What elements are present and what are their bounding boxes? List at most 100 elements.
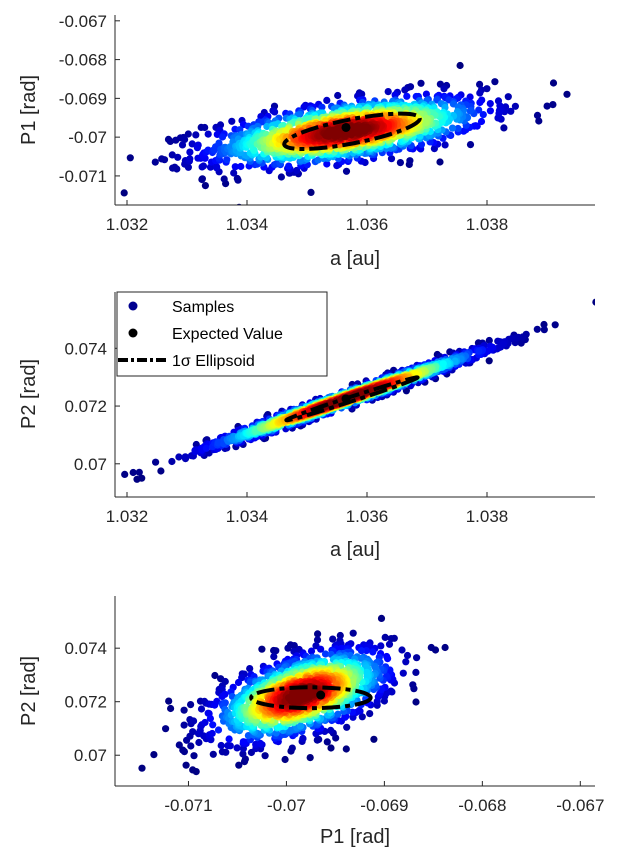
y-tick-label: 0.072 — [64, 693, 107, 712]
sample-point — [441, 141, 449, 149]
sample-point — [385, 640, 394, 648]
sample-point — [190, 717, 198, 725]
sample-point — [297, 722, 305, 730]
sample-point — [439, 360, 447, 368]
sample-point — [285, 162, 293, 170]
panel1-ellipse-layer — [282, 111, 422, 152]
sample-point — [135, 468, 143, 476]
sample-point — [315, 735, 323, 744]
y-tick-label: -0.071 — [59, 167, 107, 186]
sample-point — [190, 752, 198, 760]
sample-point — [507, 107, 515, 115]
sample-point — [381, 633, 389, 642]
sample-point — [476, 80, 484, 88]
sample-point — [383, 689, 391, 697]
sample-point — [499, 340, 507, 348]
sample-point — [138, 764, 146, 772]
x-tick-label: 1.034 — [226, 507, 269, 526]
y-tick-label: -0.069 — [59, 89, 107, 108]
sample-point — [261, 752, 269, 760]
sample-point — [436, 158, 444, 166]
sample-point — [187, 701, 195, 709]
sample-point — [200, 732, 208, 740]
sample-point — [192, 440, 200, 449]
sample-point — [299, 734, 307, 743]
sample-point — [483, 85, 491, 93]
sample-point — [246, 678, 254, 687]
scatter-panel-p1-vs-p2: -0.071 -0.07 -0.069 -0.068 -0.067 0.074 0.072 0… — [18, 596, 604, 848]
scatter-panel-a-vs-p2: 1.032 1.034 1.036 1.038 0.074 0.072 0.07 a [au… — [18, 291, 595, 561]
panel3-ellipse-layer — [249, 685, 373, 711]
sample-point — [199, 162, 208, 170]
legend-ellipsoid-label: 1σ Ellipsoid — [172, 353, 255, 370]
y-tick-label: 0.07 — [74, 455, 107, 474]
sample-point — [334, 710, 342, 718]
panel2-ellipse-layer — [284, 375, 420, 423]
sample-point — [535, 117, 543, 125]
sample-point — [387, 635, 395, 643]
sample-point — [403, 651, 412, 660]
sample-point — [220, 175, 228, 183]
sample-point — [181, 453, 189, 461]
x-tick-label: -0.067 — [556, 796, 604, 815]
sample-point — [485, 357, 493, 365]
panel1-samples — [64, 61, 571, 205]
sample-point — [427, 643, 435, 652]
sample-point — [233, 744, 241, 752]
sample-point — [540, 326, 548, 334]
sample-point — [413, 654, 421, 662]
sample-point — [213, 163, 221, 171]
sigma-ellipse — [249, 685, 373, 711]
sample-point — [239, 738, 247, 746]
sample-point — [327, 726, 335, 735]
sample-point — [343, 723, 351, 731]
sample-point — [209, 750, 217, 758]
sample-point — [479, 111, 487, 119]
sample-point — [180, 706, 188, 714]
sample-point — [214, 726, 223, 734]
sample-point — [563, 90, 571, 98]
sample-point — [175, 453, 183, 461]
sample-point — [121, 470, 129, 478]
sample-point — [189, 728, 197, 736]
y-tick-label: -0.067 — [59, 12, 107, 31]
sample-point — [298, 691, 306, 699]
expected-value-marker — [316, 690, 326, 700]
sample-point — [215, 139, 223, 147]
sample-point — [511, 102, 519, 110]
sample-point — [551, 321, 559, 329]
y-tick-label: 0.074 — [64, 639, 107, 658]
sample-point — [186, 148, 194, 156]
x-tick-label: 1.036 — [346, 507, 389, 526]
x-tick-label: 1.036 — [346, 215, 389, 234]
sample-point — [489, 343, 497, 351]
sample-point — [327, 744, 335, 752]
sample-point — [318, 103, 326, 111]
sample-point — [366, 710, 374, 718]
sample-point — [188, 140, 196, 148]
x-tick-label: -0.071 — [164, 796, 212, 815]
sample-point — [225, 735, 233, 743]
sample-point — [549, 79, 558, 87]
sample-point — [284, 644, 292, 652]
sample-point — [323, 160, 331, 168]
sample-point — [64, 160, 71, 167]
sample-point — [290, 642, 298, 650]
x-tick-label: 1.034 — [226, 215, 269, 234]
sample-point — [486, 100, 494, 108]
sample-point — [235, 761, 243, 769]
legend-expected-marker — [128, 328, 138, 338]
sample-point — [204, 130, 212, 138]
sample-point — [175, 741, 183, 749]
sample-point — [228, 117, 236, 125]
sample-point — [206, 714, 214, 723]
x-tick-label: -0.07 — [267, 796, 306, 815]
panel3-xlabel: P1 [rad] — [320, 826, 390, 848]
sample-point — [166, 137, 174, 145]
sample-point — [258, 645, 266, 653]
sample-point — [307, 647, 316, 655]
sample-point — [271, 108, 279, 116]
x-tick-label: -0.069 — [360, 796, 408, 815]
panel3-ylabel: P2 [rad] — [18, 656, 40, 726]
sample-point — [217, 741, 225, 750]
